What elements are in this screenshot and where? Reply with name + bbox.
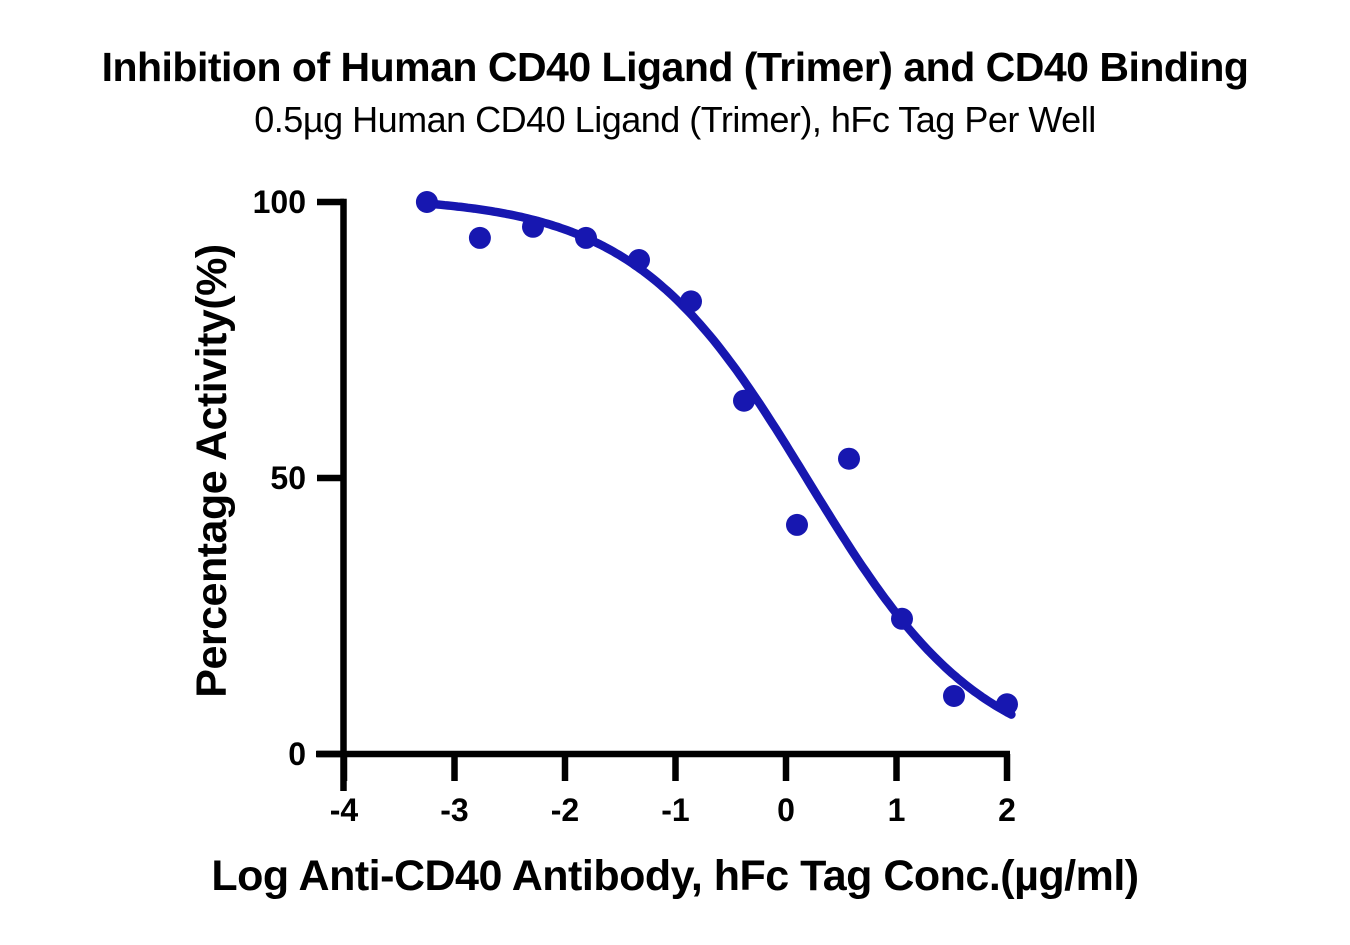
data-point (838, 447, 860, 470)
y-tick-label: 50 (270, 460, 306, 496)
data-point (522, 215, 544, 238)
x-tick-label: -2 (550, 792, 580, 828)
chart-subtitle: 0.5µg Human CD40 Ligand (Trimer), hFc Ta… (254, 99, 1096, 140)
x-tick-label: 2 (998, 792, 1016, 828)
data-point (575, 226, 597, 249)
fit-curve (420, 199, 1016, 719)
y-tick-label: 100 (252, 184, 306, 220)
data-point (786, 513, 808, 536)
data-point (891, 607, 913, 630)
data-point (628, 249, 650, 271)
x-tick-label: -3 (440, 792, 469, 828)
x-tick-label: 1 (887, 792, 906, 828)
data-point (468, 226, 491, 249)
data-point (943, 685, 965, 707)
x-tick-label: 0 (777, 792, 795, 828)
x-tick-label: -4 (329, 792, 359, 828)
x-axis-title: Log Anti-CD40 Antibody, hFc Tag Conc.(µg… (211, 852, 1139, 900)
x-tick-label: -1 (661, 792, 690, 828)
data-point (415, 191, 438, 213)
chart-title: Inhibition of Human CD40 Ligand (Trimer)… (101, 44, 1249, 90)
data-point (733, 389, 755, 412)
data-point (680, 290, 702, 313)
data-point (996, 693, 1018, 716)
y-tick-label: 0 (288, 736, 306, 772)
